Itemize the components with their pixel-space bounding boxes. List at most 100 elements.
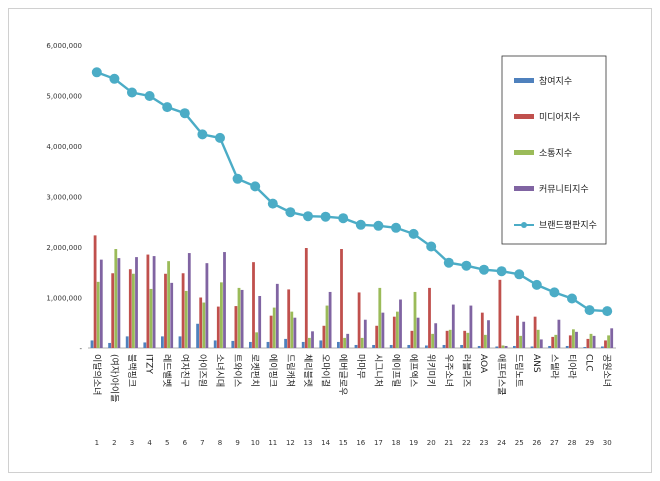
bar-0-27 <box>565 345 569 348</box>
bar-0-11 <box>284 338 287 348</box>
bar-1-10 <box>269 315 273 348</box>
bar-1-16 <box>375 325 379 348</box>
bar-2-0 <box>96 281 100 348</box>
category-label: 드림노트 <box>513 354 525 387</box>
bar-3-23 <box>504 345 508 348</box>
category-label: ITZY <box>144 354 154 374</box>
category-label: CLC <box>584 354 594 372</box>
bar-3-25 <box>539 339 543 348</box>
bar-3-29 <box>610 328 614 348</box>
bar-3-2 <box>135 257 138 348</box>
bar-3-4 <box>170 282 174 348</box>
category-label: 여자친구 <box>179 354 191 387</box>
rank-number: 29 <box>585 439 594 447</box>
bar-0-29 <box>601 346 604 348</box>
y-tick-label: 5,000,000 <box>46 93 82 101</box>
line-point-5 <box>179 108 190 119</box>
y-tick-label: 6,000,000 <box>46 42 82 50</box>
bar-0-9 <box>249 341 252 348</box>
y-tick-label: - <box>79 345 82 353</box>
line-point-8 <box>232 173 243 184</box>
bar-1-29 <box>604 340 607 348</box>
bar-2-15 <box>360 337 364 348</box>
bar-0-25 <box>530 346 534 348</box>
line-point-6 <box>197 129 208 140</box>
bar-1-27 <box>568 335 572 349</box>
y-tick-label: 3,000,000 <box>46 194 82 202</box>
bar-2-28 <box>589 333 593 348</box>
bar-2-6 <box>202 302 206 348</box>
bar-0-22 <box>477 345 481 348</box>
bar-2-21 <box>466 332 470 348</box>
rank-number: 27 <box>550 439 559 447</box>
rank-number: 6 <box>183 439 188 447</box>
brand-reputation-chart: - 1,000,000 2,000,000 3,000,000 4,000,000 5,0… <box>46 42 616 447</box>
category-label: 이달의소녀 <box>91 354 103 395</box>
bar-1-11 <box>287 289 291 348</box>
bar-2-17 <box>396 311 399 348</box>
y-tick-label: 2,000,000 <box>46 244 82 252</box>
bar-2-13 <box>325 305 329 348</box>
bar-3-0 <box>99 259 103 349</box>
bar-3-11 <box>293 317 297 348</box>
category-label: 에이핑크 <box>267 354 278 387</box>
category-label: 로켓펀치 <box>249 354 261 387</box>
bar-0-28 <box>583 346 587 348</box>
y-tick-label: 4,000,000 <box>46 143 82 151</box>
bar-2-5 <box>184 290 188 348</box>
bar-0-24 <box>513 345 516 348</box>
bar-1-15 <box>357 292 361 348</box>
category-label: 블랙핑크 <box>126 354 137 387</box>
line-point-27 <box>567 293 577 304</box>
bar-0-17 <box>389 344 393 348</box>
bar-3-1 <box>117 258 121 348</box>
bar-2-24 <box>519 335 522 348</box>
rank-number: 24 <box>497 439 506 447</box>
bar-1-8 <box>234 306 238 348</box>
line-point-16 <box>373 220 384 231</box>
bar-3-17 <box>399 299 402 348</box>
rank-number: 25 <box>515 439 524 447</box>
bar-2-8 <box>237 287 241 348</box>
rank-number: 12 <box>286 439 295 447</box>
chart-frame: - 1,000,000 2,000,000 3,000,000 4,000,000 5,0… <box>8 8 652 473</box>
bar-1-14 <box>340 249 343 348</box>
bar-3-8 <box>240 289 244 348</box>
line-point-28 <box>584 305 595 316</box>
bar-1-6 <box>199 297 203 348</box>
bar-3-28 <box>592 335 596 348</box>
bar-0-5 <box>178 336 182 348</box>
rank-number: 7 <box>200 439 204 447</box>
bar-1-23 <box>498 279 502 348</box>
bar-0-6 <box>196 323 199 348</box>
rank-number: 5 <box>165 439 169 447</box>
legend-swatch <box>514 78 534 83</box>
category-label: 에프엑스 <box>408 354 420 387</box>
bar-1-17 <box>392 316 396 348</box>
category-label: 애프터스쿨 <box>496 354 507 395</box>
legend-label: 소통지수 <box>539 148 572 159</box>
bar-3-7 <box>223 252 226 348</box>
legend-label: 브랜드평판지수 <box>539 220 597 231</box>
bar-2-25 <box>536 329 540 348</box>
category-label: 트와이스 <box>232 354 244 387</box>
line-point-10 <box>267 198 278 209</box>
rank-number: 3 <box>130 439 134 447</box>
bar-2-29 <box>607 335 610 349</box>
bar-1-9 <box>252 262 255 348</box>
category-label: 드림캐쳐 <box>284 354 296 387</box>
line-point-24 <box>514 269 525 280</box>
bar-3-24 <box>522 321 526 348</box>
category-label: 에이프릴 <box>390 354 401 387</box>
bar-0-20 <box>442 344 446 348</box>
bar-1-4 <box>164 273 167 348</box>
bar-0-12 <box>301 341 305 348</box>
bar-1-22 <box>480 312 484 348</box>
bar-3-27 <box>575 331 578 348</box>
rank-number: 19 <box>409 439 418 447</box>
bar-3-22 <box>487 320 490 348</box>
bar-3-15 <box>363 319 367 348</box>
line-point-11 <box>285 207 296 218</box>
category-label: 소녀시대 <box>214 354 225 387</box>
